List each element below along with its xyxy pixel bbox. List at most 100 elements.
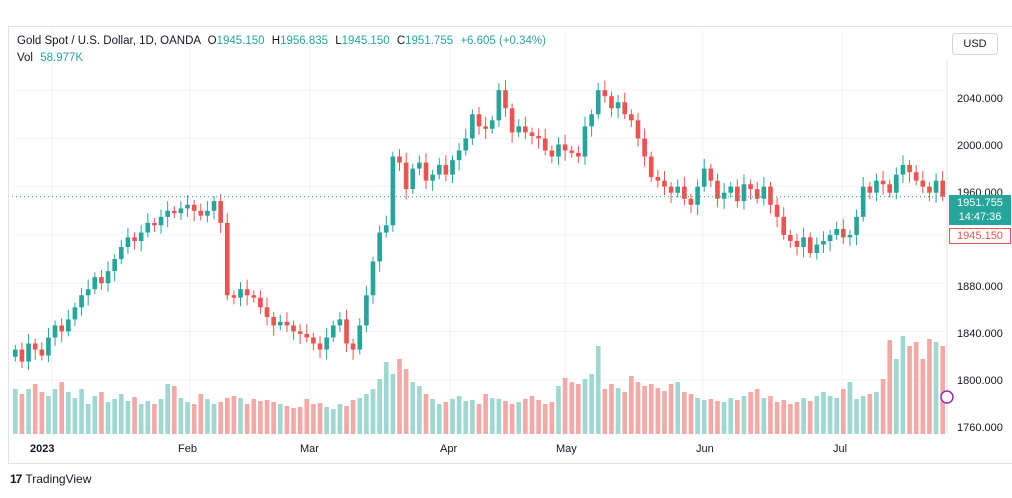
candle-body [788,234,793,241]
candle-body [834,228,840,235]
volume-bar [178,398,184,434]
candle-body [655,177,661,181]
candle-body [178,208,184,214]
x-tick: Jun [696,443,714,455]
high-value: 1956.835 [280,35,329,47]
candle-body [529,132,535,137]
volume-bar [920,359,926,434]
candle-body [238,289,243,298]
candle-body [383,225,389,233]
volume-bar [662,391,667,434]
volume-bar [470,400,475,434]
volume-bar [589,374,594,434]
volume-bar [542,404,548,434]
candle-body [622,102,628,115]
volume-bar [105,402,111,434]
volume-bar [629,376,634,434]
low-value: 1945.150 [341,35,390,47]
candle-body [132,237,137,241]
candle-body [450,160,455,175]
candle-body [26,343,31,362]
candle-body [364,295,369,326]
volume-bar [615,388,621,434]
candle-body [569,150,575,153]
candle-body [523,126,528,133]
volume-bar [450,399,455,434]
candle-body [827,234,833,241]
candle-body [251,295,257,298]
candle-body [582,126,588,157]
volume-bar [794,402,800,434]
volume-bar [337,404,343,434]
candle-body [509,108,515,133]
candle-body [609,96,614,109]
y-tick: 1840.000 [957,328,1003,340]
volume-bar [311,404,316,434]
volume-bar [735,400,740,434]
volume-bar [529,396,535,434]
volume-bar [576,384,581,434]
volume-bar [774,402,780,434]
volume-bar [145,401,151,434]
candle-body [814,244,820,254]
candle-body [231,295,237,298]
candle-body [708,168,714,181]
volume-bar [556,386,561,434]
volume-bar [224,398,230,434]
candle-body [264,307,270,317]
candle-body [562,144,568,151]
volume-bar [754,389,760,434]
candle-body [357,325,363,350]
candle-body [436,164,442,175]
volume-bar [59,382,64,434]
candle-body [516,126,522,133]
volume-bar [827,396,833,434]
y-tick: 2040.000 [957,93,1003,105]
volume-bar [602,389,608,434]
candle-body [728,186,734,193]
candle-body [940,180,946,197]
volume-legend: Vol 58.977K [17,52,83,64]
volume-bar [523,399,528,434]
x-tick: Mar [300,443,319,455]
volume-bar [271,402,276,434]
candle-body [423,162,429,181]
volume-bar [788,404,793,434]
candle-body [52,325,58,338]
candle-body [470,114,475,139]
volume-bar [211,404,217,434]
candle-body [390,156,396,226]
volume-bar [821,392,826,434]
candle-body [410,168,416,190]
candle-body [324,337,329,350]
volume-bar [721,402,727,434]
x-tick: Jul [833,443,848,455]
candle-body [821,240,826,245]
candle-body [860,186,866,217]
currency-button[interactable]: USD [952,33,998,55]
candle-body [920,180,926,187]
volume-bar [463,401,469,434]
candle-body [549,150,555,157]
volume-bar [125,401,131,434]
candle-body [701,168,707,187]
volume-bar [655,388,661,434]
candle-body [907,164,912,173]
candle-body [927,186,932,193]
volume-bar [635,382,641,434]
candle-body [397,156,402,163]
candle-body [205,210,210,216]
volume-bar [436,404,442,434]
tradingview-brand[interactable]: 17 TradingView [10,472,91,486]
candle-body [463,138,469,151]
candle-body [224,222,230,296]
close-label: C [396,35,406,47]
candle-body [847,234,853,238]
candle-body [489,120,495,129]
low-price-label: 1945.150 [949,228,1011,244]
volume-bar [72,398,78,434]
candle-body [443,164,449,175]
volume-bar [569,382,575,434]
candle-body [211,201,217,211]
